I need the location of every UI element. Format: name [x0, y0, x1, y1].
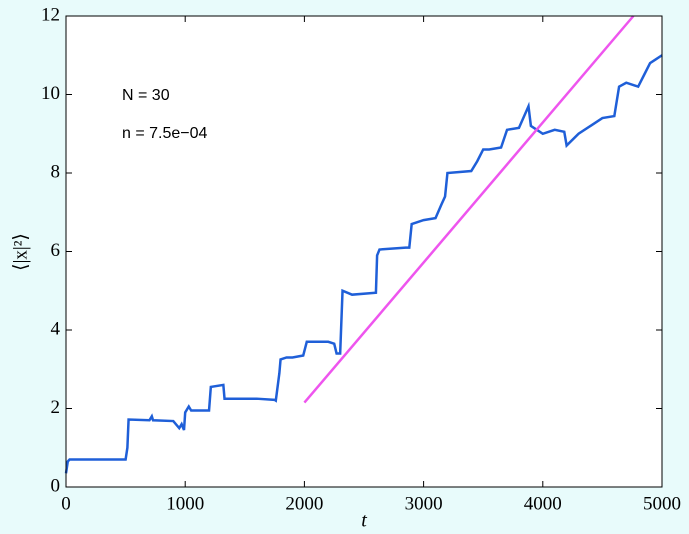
y-tick-label: 0: [51, 475, 61, 496]
y-tick-label: 12: [41, 4, 60, 25]
plot-frame: [65, 15, 663, 488]
data-line: [303, 15, 635, 404]
x-tick-label: 5000: [643, 493, 681, 514]
x-tick-label: 4000: [524, 493, 562, 514]
plot-area: [66, 16, 662, 487]
y-tick-label: 2: [51, 397, 61, 418]
y-axis-label: ⟨|x|²⟩: [10, 233, 31, 271]
annotation: N = 30: [122, 87, 170, 104]
y-tick-label: 8: [51, 161, 61, 182]
y-tick-label: 4: [51, 318, 61, 339]
data-line: [64, 54, 663, 474]
annotation: n = 7.5e−04: [122, 125, 208, 142]
x-tick-label: 2000: [285, 493, 323, 514]
y-tick-label: 10: [41, 83, 60, 104]
x-tick-label: 3000: [405, 493, 443, 514]
x-tick-label: 0: [61, 493, 71, 514]
y-tick-label: 6: [51, 240, 61, 261]
x-axis-label: t: [361, 510, 367, 532]
x-tick-label: 1000: [166, 493, 204, 514]
